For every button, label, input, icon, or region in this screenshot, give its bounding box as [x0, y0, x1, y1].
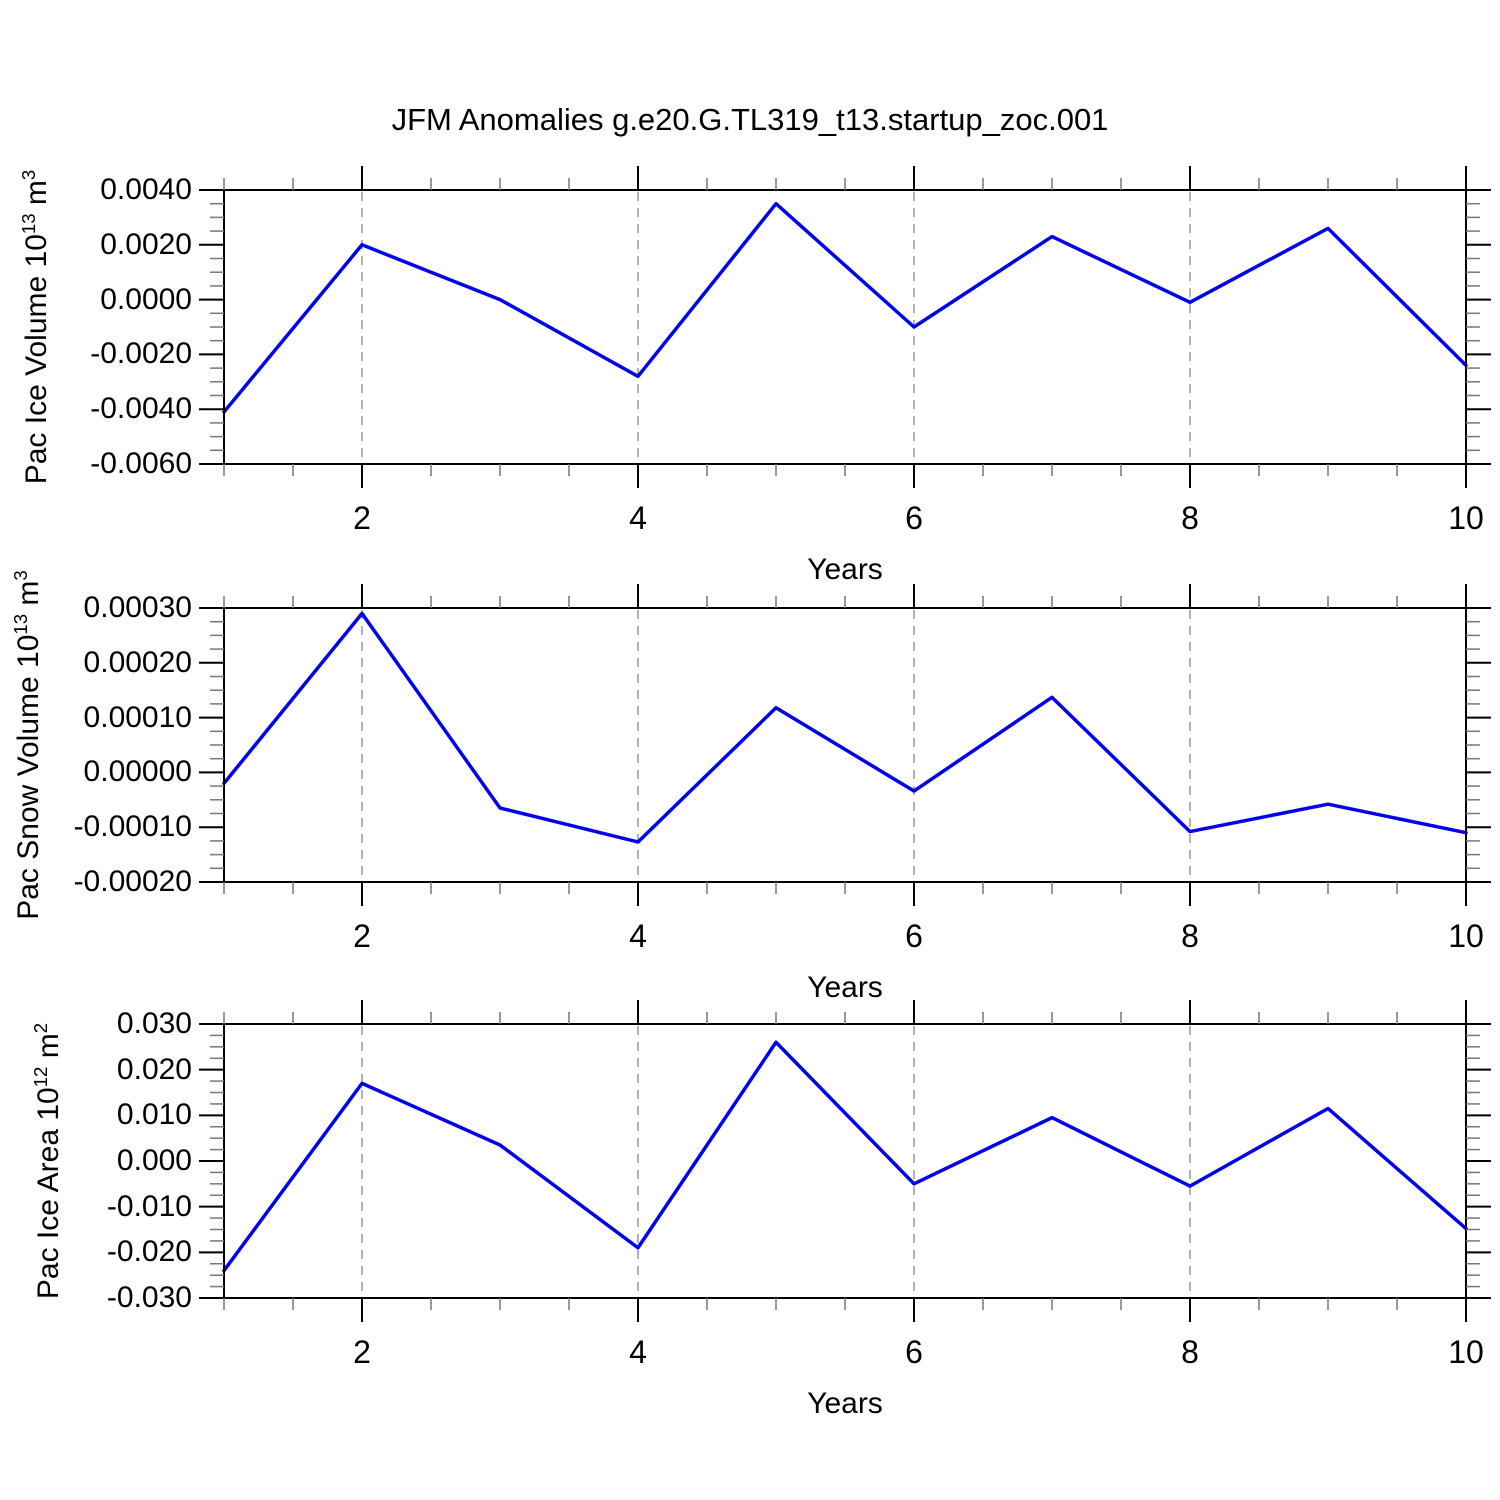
y-tick-label: -0.0020 — [90, 337, 192, 371]
x-axis-title: Years — [807, 1387, 883, 1420]
axis-frame — [223, 607, 1467, 883]
y-tick-label: 0.030 — [116, 1007, 192, 1040]
x-tick-label: 2 — [353, 1334, 371, 1370]
y-tick-label: 0.00020 — [83, 645, 192, 679]
x-tick-label: 6 — [905, 500, 923, 536]
y-axis-title-superscript: 12 — [30, 1066, 51, 1088]
x-tick-label: 8 — [1181, 1334, 1199, 1370]
y-axis-title-text: Pac Ice Area 10 — [32, 1087, 65, 1300]
y-tick-label: 0.0020 — [100, 227, 192, 261]
y-axis-title-text: m — [20, 180, 53, 214]
x-tick-label: 4 — [629, 1334, 647, 1370]
x-tick-label: 2 — [353, 500, 371, 536]
axis-frame — [223, 189, 1467, 465]
x-axis-title: Years — [807, 553, 883, 586]
y-tick-label: -0.00020 — [73, 865, 192, 898]
x-tick-label: 4 — [629, 918, 647, 954]
x-tick-label: 6 — [905, 1334, 923, 1370]
y-axis-title-superscript: 3 — [18, 169, 39, 181]
y-tick-label: -0.020 — [106, 1235, 192, 1269]
series-line-pac-snow-volume — [222, 611, 1468, 844]
y-tick-label: 0.00030 — [83, 591, 192, 624]
y-tick-label: -0.0040 — [90, 392, 192, 426]
y-tick-label: 0.010 — [116, 1098, 192, 1132]
x-tick-label: 4 — [629, 500, 647, 536]
y-tick-label: -0.030 — [106, 1281, 192, 1314]
y-tick-label: -0.010 — [106, 1189, 192, 1223]
y-tick-label: 0.0040 — [100, 173, 192, 206]
y-tick-label: 0.00010 — [83, 700, 192, 734]
y-axis-title-superscript: 3 — [10, 570, 31, 581]
y-tick-label: 0.020 — [116, 1052, 192, 1086]
y-axis-title-text: Pac Ice Volume 10 — [20, 234, 53, 485]
y-axis-title-text: m — [32, 1033, 65, 1067]
x-tick-label: 10 — [1448, 918, 1484, 954]
y-tick-label: 0.0000 — [100, 282, 192, 316]
y-tick-label: 0.00000 — [83, 755, 192, 789]
x-axis-title: Years — [807, 971, 883, 1004]
chart-title: JFM Anomalies g.e20.G.TL319_t13.startup_… — [391, 102, 1109, 137]
x-tick-label: 6 — [905, 918, 923, 954]
x-tick-label: 8 — [1181, 918, 1199, 954]
y-tick-label: -0.0060 — [90, 447, 192, 480]
x-tick-label: 10 — [1448, 500, 1484, 536]
series-line-pac-ice-volume — [222, 201, 1468, 414]
x-tick-label: 10 — [1448, 1334, 1484, 1370]
y-axis-title-superscript: 13 — [18, 213, 39, 235]
x-tick-label: 2 — [353, 918, 371, 954]
y-axis-title-superscript: 2 — [30, 1022, 51, 1034]
series-line-pac-ice-area — [222, 1040, 1468, 1273]
x-tick-label: 8 — [1181, 500, 1199, 536]
y-axis-title-text: m — [12, 580, 45, 614]
y-tick-label: 0.000 — [116, 1144, 192, 1177]
y-axis-title-text: Pac Snow Volume 10 — [12, 634, 45, 920]
axis-frame — [223, 1023, 1467, 1299]
y-axis-title: Pac Ice Area 1012 m2 — [21, 901, 65, 1421]
y-axis-title-superscript: 13 — [10, 613, 31, 635]
y-tick-label: -0.00010 — [73, 810, 192, 844]
